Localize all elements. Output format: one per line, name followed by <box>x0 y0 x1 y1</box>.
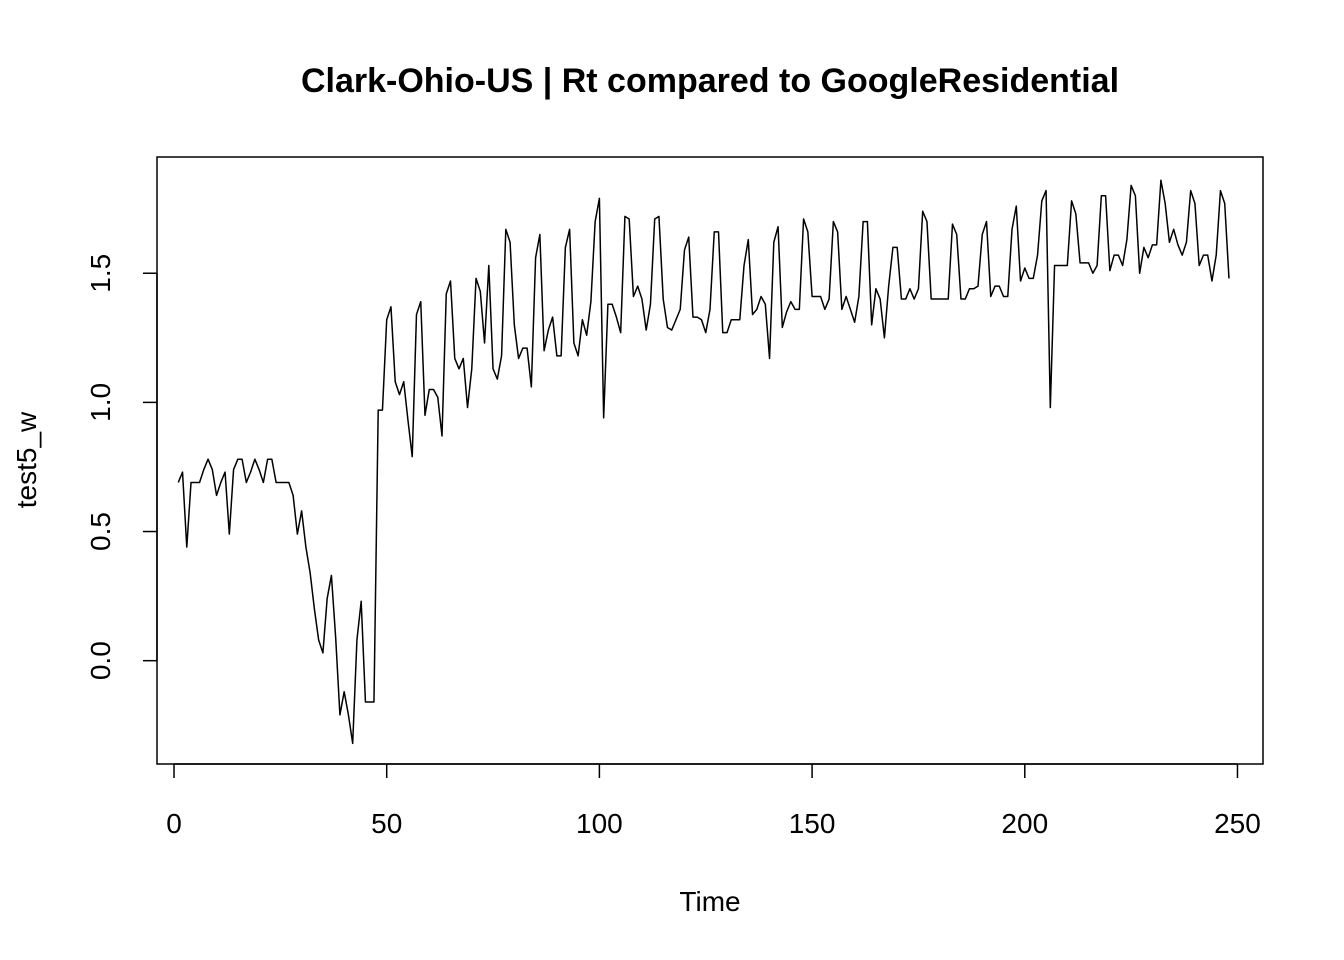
x-tick-label: 150 <box>789 808 836 839</box>
y-axis-label: test5_w <box>11 411 42 508</box>
x-tick-label: 0 <box>166 808 182 839</box>
y-axis: 0.0 0.5 1.0 1.5 <box>85 254 158 680</box>
x-axis: 0 50 100 150 200 250 <box>166 763 1261 839</box>
y-tick-label: 1.5 <box>85 254 116 293</box>
x-tick-label: 100 <box>576 808 623 839</box>
y-tick-label: 0.0 <box>85 641 116 680</box>
x-tick-label: 50 <box>371 808 402 839</box>
y-tick-label: 0.5 <box>85 512 116 551</box>
plot-frame <box>156 156 1264 765</box>
x-axis-label: Time <box>679 886 740 917</box>
chart-title: Clark-Ohio-US | Rt compared to GoogleRes… <box>301 62 1119 100</box>
series-line <box>177 179 1230 745</box>
x-tick-label: 200 <box>1001 808 1048 839</box>
y-tick-label: 1.0 <box>85 383 116 422</box>
x-tick-label: 250 <box>1214 808 1261 839</box>
